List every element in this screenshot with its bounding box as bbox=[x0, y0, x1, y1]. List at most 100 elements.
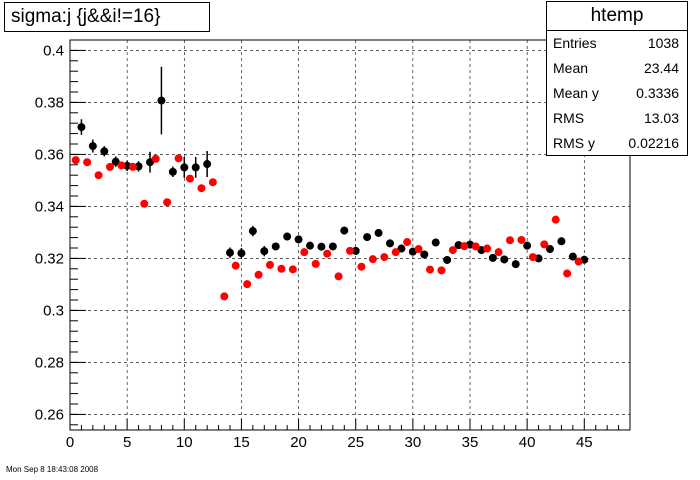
data-point bbox=[448, 246, 457, 255]
y-tick-label: 0.3 bbox=[43, 302, 64, 319]
data-point bbox=[306, 241, 314, 250]
data-point bbox=[271, 242, 280, 251]
data-point bbox=[568, 252, 577, 261]
data-point bbox=[488, 253, 497, 262]
data-point bbox=[523, 241, 532, 250]
data-point bbox=[328, 242, 337, 251]
data-point bbox=[111, 157, 120, 166]
data-point bbox=[163, 198, 172, 207]
data-point bbox=[288, 265, 297, 274]
data-point bbox=[540, 240, 549, 249]
timestamp-footer: Mon Sep 8 18:43:08 2008 bbox=[6, 465, 99, 474]
data-point bbox=[340, 226, 349, 235]
data-point bbox=[94, 171, 103, 180]
stats-label: RMS bbox=[553, 110, 585, 126]
x-tick-label: 0 bbox=[66, 434, 74, 451]
data-point bbox=[403, 238, 412, 247]
x-tick-label: 5 bbox=[123, 434, 131, 451]
stats-row-entries: Entries 1038 bbox=[547, 31, 687, 56]
data-point bbox=[471, 242, 480, 251]
data-point bbox=[248, 227, 257, 236]
data-point bbox=[294, 235, 303, 244]
x-tick-label: 25 bbox=[347, 434, 364, 451]
data-point bbox=[88, 142, 97, 151]
data-point bbox=[557, 237, 566, 246]
data-series bbox=[71, 66, 589, 301]
data-point bbox=[277, 264, 286, 273]
tick-labels: 0 5 10 15 20 25 30 35 40 45 0.26 0.28 0.3 0.32 0.34 0.3… bbox=[35, 42, 593, 451]
y-tick-label: 0.4 bbox=[43, 42, 64, 59]
stats-row-rms: RMS 13.03 bbox=[547, 106, 687, 131]
stats-row-mean: Mean 23.44 bbox=[547, 56, 687, 81]
data-point bbox=[414, 245, 423, 254]
data-point bbox=[100, 147, 109, 156]
data-point bbox=[208, 178, 217, 187]
data-point bbox=[157, 96, 166, 105]
stats-value: 23.44 bbox=[643, 60, 679, 76]
data-point bbox=[243, 280, 252, 289]
data-point bbox=[346, 246, 354, 255]
data-point bbox=[380, 253, 389, 262]
data-point bbox=[528, 253, 537, 262]
data-point bbox=[186, 174, 194, 183]
data-point bbox=[574, 257, 583, 266]
stats-label: Mean y bbox=[553, 85, 599, 101]
data-point bbox=[83, 158, 92, 167]
data-point bbox=[374, 228, 383, 237]
data-point bbox=[334, 272, 343, 281]
data-point bbox=[426, 265, 434, 274]
stats-value: 0.3336 bbox=[636, 85, 679, 101]
y-tick-label: 0.32 bbox=[35, 250, 64, 267]
data-point bbox=[317, 242, 326, 251]
data-point bbox=[117, 161, 126, 170]
data-point bbox=[368, 255, 377, 264]
data-point bbox=[266, 260, 274, 269]
x-tick-label: 40 bbox=[519, 434, 536, 451]
stats-label: Entries bbox=[553, 35, 597, 51]
data-point bbox=[311, 259, 320, 268]
data-point bbox=[517, 235, 526, 244]
data-point bbox=[500, 255, 509, 264]
data-point bbox=[180, 163, 189, 172]
data-point bbox=[397, 244, 406, 253]
data-point bbox=[254, 270, 263, 279]
data-point bbox=[231, 261, 240, 270]
stats-value: 13.03 bbox=[643, 110, 679, 126]
stats-title: htemp bbox=[547, 2, 687, 31]
data-point bbox=[140, 199, 149, 208]
data-point bbox=[260, 247, 269, 256]
data-point bbox=[563, 269, 572, 278]
x-tick-label: 45 bbox=[576, 434, 593, 451]
data-point bbox=[351, 246, 360, 255]
data-point bbox=[437, 266, 446, 275]
series-0 bbox=[77, 66, 589, 269]
data-point bbox=[128, 162, 137, 171]
data-point bbox=[511, 260, 520, 269]
y-tick-label: 0.34 bbox=[35, 198, 64, 215]
y-tick-label: 0.38 bbox=[35, 94, 64, 111]
y-tick-label: 0.28 bbox=[35, 354, 64, 371]
y-tick-label: 0.36 bbox=[35, 146, 64, 163]
data-point bbox=[546, 245, 554, 254]
stats-label: Mean bbox=[553, 60, 589, 76]
x-tick-label: 10 bbox=[176, 434, 193, 451]
data-point bbox=[483, 244, 492, 253]
stats-row-mean-y: Mean y 0.3336 bbox=[547, 81, 687, 106]
data-point bbox=[197, 184, 206, 193]
data-point bbox=[174, 154, 183, 163]
stats-value: 1038 bbox=[647, 35, 679, 51]
data-point bbox=[460, 242, 469, 251]
stats-row-rms-y: RMS y 0.02216 bbox=[547, 131, 687, 156]
data-point bbox=[386, 239, 394, 248]
data-point bbox=[151, 154, 160, 163]
x-tick-label: 35 bbox=[462, 434, 479, 451]
data-point bbox=[106, 162, 114, 171]
stats-value: 0.02216 bbox=[628, 135, 679, 151]
chart-title: sigma:j {j&&i!=16} bbox=[4, 2, 210, 32]
data-point bbox=[363, 233, 372, 242]
series-1 bbox=[71, 154, 583, 301]
y-tick-label: 0.26 bbox=[35, 406, 64, 423]
grid-lines bbox=[69, 40, 630, 430]
data-point bbox=[168, 167, 177, 176]
